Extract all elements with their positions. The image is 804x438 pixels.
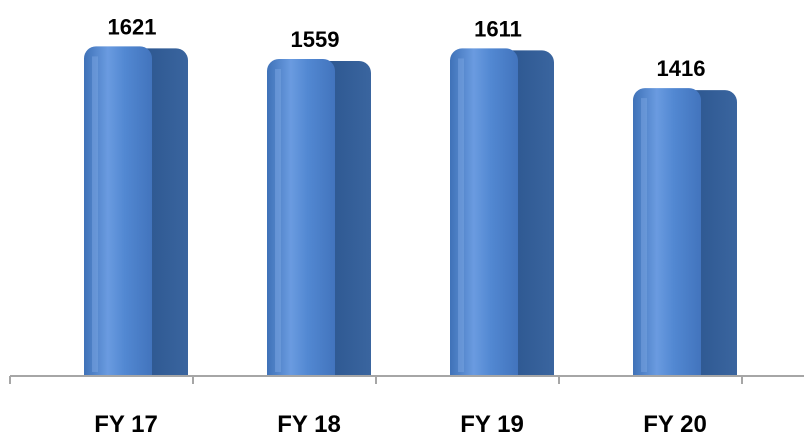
x-tick-label: FY 18 — [277, 411, 341, 438]
labels-group: 1621 FY 17 1559 FY 18 1611 FY 19 1416 FY 20 — [94, 14, 707, 438]
bar-fy-19 — [450, 48, 518, 377]
bar-highlight — [641, 98, 647, 372]
bar-fy-20 — [633, 88, 701, 376]
bar-fy-18 — [267, 59, 335, 377]
x-tick-label: FY 19 — [460, 411, 524, 438]
bar-highlight — [92, 56, 98, 372]
data-label: 1621 — [108, 14, 157, 39]
bar-highlight — [458, 58, 464, 373]
data-label: 1416 — [657, 56, 706, 81]
x-axis — [9, 375, 804, 384]
bar-fy-17 — [84, 46, 152, 376]
x-tick-label: FY 20 — [643, 411, 707, 438]
bars-group — [84, 46, 737, 377]
data-label: 1611 — [474, 16, 522, 41]
x-tick-label: FY 17 — [94, 411, 158, 438]
bar-highlight — [275, 69, 281, 373]
data-label: 1559 — [291, 27, 340, 52]
